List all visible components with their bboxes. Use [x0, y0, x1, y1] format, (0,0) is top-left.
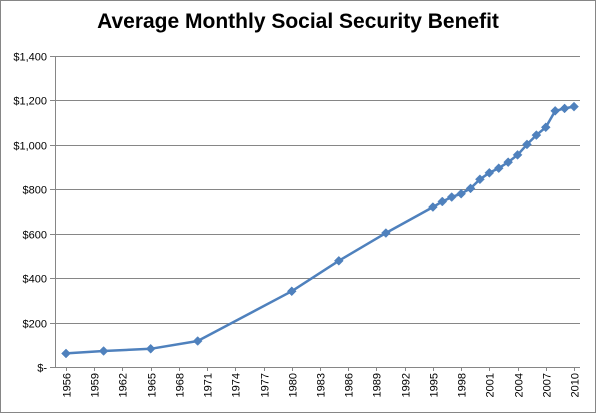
y-tick-label: $600 — [23, 230, 47, 242]
x-tick-label: 1956 — [62, 373, 74, 397]
data-point-marker — [512, 150, 523, 160]
x-tick-label: 1980 — [288, 373, 300, 397]
data-point-marker — [484, 167, 495, 178]
x-tick-label: 1977 — [260, 373, 272, 397]
data-point-marker — [145, 343, 156, 354]
x-axis-tick-labels: 1956 1959 1962 1965 1968 1971 1974 1977 1980 1983… — [62, 373, 582, 397]
x-tick-label: 1989 — [372, 373, 384, 397]
x-tick-label: 1974 — [231, 373, 243, 397]
y-tick-label: $1,400 — [13, 52, 47, 64]
x-tick-label: 1962 — [118, 373, 130, 397]
x-tick-label: 1965 — [147, 373, 159, 397]
data-point-marker — [380, 228, 391, 238]
data-point-marker — [465, 183, 476, 194]
x-tick-label: 1992 — [401, 373, 413, 397]
y-tick-label: $400 — [23, 274, 47, 286]
data-point-marker — [286, 286, 297, 297]
data-point-marker — [61, 348, 71, 359]
gridlines — [55, 56, 580, 324]
data-point-marker — [540, 122, 551, 133]
data-point-marker — [456, 188, 466, 199]
x-tick-label: 2001 — [485, 373, 497, 397]
x-tick-label: 1959 — [90, 373, 102, 397]
x-tick-label: 1983 — [316, 373, 328, 397]
x-tick-label: 1971 — [203, 373, 215, 397]
y-tick-label: $1,000 — [13, 141, 47, 153]
y-tick-label: $1,200 — [13, 96, 47, 108]
data-point-marker — [493, 163, 504, 174]
data-point-marker — [559, 103, 570, 114]
x-tick-label: 1986 — [344, 373, 356, 397]
x-tick-label: 2004 — [514, 373, 526, 397]
y-tick-label: $800 — [23, 185, 47, 197]
x-tick-label: 1995 — [429, 373, 441, 397]
axes — [50, 56, 580, 371]
y-axis-tick-labels: $- $200 $400 $600 $800 $1,000 $1,200 $1,400 — [13, 52, 47, 375]
y-tick-label: $200 — [23, 319, 47, 331]
data-point-marker — [98, 346, 109, 356]
series — [61, 101, 579, 359]
data-point-marker — [446, 192, 457, 202]
data-point-marker — [569, 101, 579, 112]
data-point-marker — [522, 139, 532, 150]
y-tick-label: $- — [37, 363, 47, 375]
x-tick-label: 2010 — [570, 373, 582, 397]
data-point-marker — [503, 157, 514, 168]
x-tick-label: 2007 — [542, 373, 554, 397]
data-point-marker — [428, 202, 438, 212]
chart-title: Average Monthly Social Security Benefit — [97, 10, 499, 33]
data-point-marker — [333, 255, 344, 266]
data-point-marker — [531, 130, 542, 140]
data-point-marker — [192, 336, 203, 346]
data-point-marker — [475, 174, 485, 185]
data-point-marker — [550, 106, 561, 116]
series-line — [65, 105, 575, 355]
x-tick-label: 1998 — [457, 373, 469, 397]
data-point-marker — [437, 196, 448, 207]
x-tick-label: 1968 — [175, 373, 187, 397]
